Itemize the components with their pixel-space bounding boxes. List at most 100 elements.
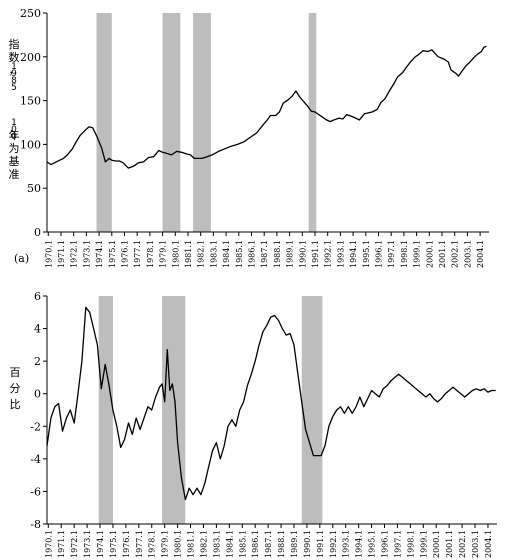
panel-label: (a) <box>14 252 29 265</box>
y-tick-label: -8 <box>30 518 41 531</box>
y-tick-label: -2 <box>30 420 41 433</box>
x-tick-label: 1975.1 <box>108 240 117 268</box>
x-tick-label: 1974.1 <box>96 530 105 558</box>
x-tick-label: 1977.1 <box>135 530 144 558</box>
x-tick-label: 1997.1 <box>393 530 402 558</box>
x-tick-label: 1970.1 <box>44 530 53 558</box>
x-tick-label: 1970.1 <box>44 240 53 268</box>
x-tick-label: 1996.1 <box>381 530 390 558</box>
y-axis-label-char: 5 <box>11 83 17 93</box>
x-tick-label: 1993.1 <box>342 530 351 558</box>
x-tick-label: 1999.1 <box>413 240 422 268</box>
x-tick-label: 1996.1 <box>375 240 384 268</box>
x-tick-label: 2004.1 <box>484 530 493 558</box>
y-axis-label-char: 为 <box>9 142 20 155</box>
x-tick-label: 1990.1 <box>303 530 312 558</box>
x-tick-label: 1980.1 <box>171 240 180 268</box>
x-tick-label: 1981.1 <box>187 530 196 558</box>
x-tick-label: 1979.1 <box>161 530 170 558</box>
x-tick-label: 1978.1 <box>146 240 155 268</box>
x-tick-label: 1981.1 <box>184 240 193 268</box>
x-tick-label: 1998.1 <box>400 240 409 268</box>
y-axis-label: 百分比 <box>10 366 21 411</box>
y-tick-label: 2 <box>34 355 41 368</box>
x-tick-label: 1972.1 <box>70 240 79 268</box>
x-tick-label: 1971.1 <box>57 530 66 558</box>
y-axis-label-char: 0 <box>11 125 17 135</box>
x-tick-label: 1987.1 <box>260 240 269 268</box>
x-tick-label: 1984.1 <box>222 240 231 268</box>
y-tick-label: 4 <box>34 323 41 336</box>
x-tick-label: 1995.1 <box>362 240 371 268</box>
x-tick-label: 1978.1 <box>148 530 157 558</box>
y-axis-label-char: 1 <box>11 62 17 72</box>
recession-band-3 <box>301 296 323 524</box>
x-tick-label: 1998.1 <box>406 530 415 558</box>
x-tick-label: 1993.1 <box>336 240 345 268</box>
y-axis-label-char: 年 <box>9 128 20 142</box>
x-tick-label: 1992.1 <box>329 530 338 558</box>
y-tick-label: 6 <box>34 290 41 303</box>
x-tick-label: 1994.1 <box>355 530 364 558</box>
x-tick-label: 1975.1 <box>109 530 118 558</box>
y-axis-label-char: 百 <box>10 366 21 379</box>
x-tick-label: 1974.1 <box>95 240 104 268</box>
x-tick-label: 1973.1 <box>82 240 91 268</box>
x-tick-label: 1972.1 <box>70 530 79 558</box>
x-tick-label: 1979.1 <box>159 240 168 268</box>
x-tick-label: 1992.1 <box>324 240 333 268</box>
x-tick-label: 1980.1 <box>174 530 183 558</box>
y-tick-label: -6 <box>30 485 41 498</box>
x-tick-label: 1989.1 <box>286 240 295 268</box>
x-tick-label: 1976.1 <box>122 530 131 558</box>
x-tick-label: 2000.1 <box>425 240 434 268</box>
x-tick-label: 1982.1 <box>199 530 208 558</box>
series-line <box>46 45 487 169</box>
x-tick-label: 1977.1 <box>133 240 142 268</box>
y-tick-label: 50 <box>27 182 41 195</box>
x-tick-label: 1994.1 <box>349 240 358 268</box>
x-tick-label: 2004.1 <box>476 240 485 268</box>
x-tick-label: 2003.1 <box>463 240 472 268</box>
x-tick-label: 1990.1 <box>298 240 307 268</box>
series-line <box>46 306 496 501</box>
recession-band-3 <box>308 13 317 232</box>
x-tick-label: 1985.1 <box>235 240 244 268</box>
x-tick-label: 2002.1 <box>451 240 460 268</box>
recession-band-1 <box>96 13 112 232</box>
x-tick-label: 1988.1 <box>277 530 286 558</box>
y-tick-label: -4 <box>30 453 41 466</box>
x-tick-label: 1987.1 <box>264 530 273 558</box>
y-axis-label-char: 1 <box>11 118 17 128</box>
x-tick-label: 1999.1 <box>419 530 428 558</box>
y-tick-label: 200 <box>20 51 41 64</box>
x-tick-label: 1983.1 <box>212 530 221 558</box>
y-axis-label-char: 0 <box>11 132 17 142</box>
y-tick-label: 100 <box>20 138 41 151</box>
y-axis-label-char: 准 <box>9 168 20 181</box>
x-tick-label: 1989.1 <box>290 530 299 558</box>
y-axis-label-char: 分 <box>10 382 21 395</box>
x-tick-label: 2003.1 <box>471 530 480 558</box>
x-tick-label: 1971.1 <box>57 240 66 268</box>
recession-band-4 <box>193 13 211 232</box>
x-tick-label: 1982.1 <box>197 240 206 268</box>
x-tick-label: 1976.1 <box>120 240 129 268</box>
y-axis-label-char: 基 <box>9 155 20 168</box>
x-tick-label: 1995.1 <box>368 530 377 558</box>
y-tick-label: 0 <box>34 226 41 239</box>
x-tick-label: 2001.1 <box>438 240 447 268</box>
recession-band-2 <box>162 296 186 524</box>
chart-panel-b: -8 -6 -4 -2 0 2 4 6 1970.1 1971.1 1972.1 1973.1 1974… <box>10 290 497 558</box>
y-tick-label: 0 <box>34 388 41 401</box>
y-tick-label: 150 <box>20 95 41 108</box>
x-tick-label: 2000.1 <box>432 530 441 558</box>
x-tick-label: 1973.1 <box>83 530 92 558</box>
y-axis-label-char: 指 <box>9 37 20 51</box>
x-tick-label: 1991.1 <box>316 530 325 558</box>
y-axis-label-char: 数 <box>9 51 20 64</box>
x-tick-label: 1984.1 <box>225 530 234 558</box>
